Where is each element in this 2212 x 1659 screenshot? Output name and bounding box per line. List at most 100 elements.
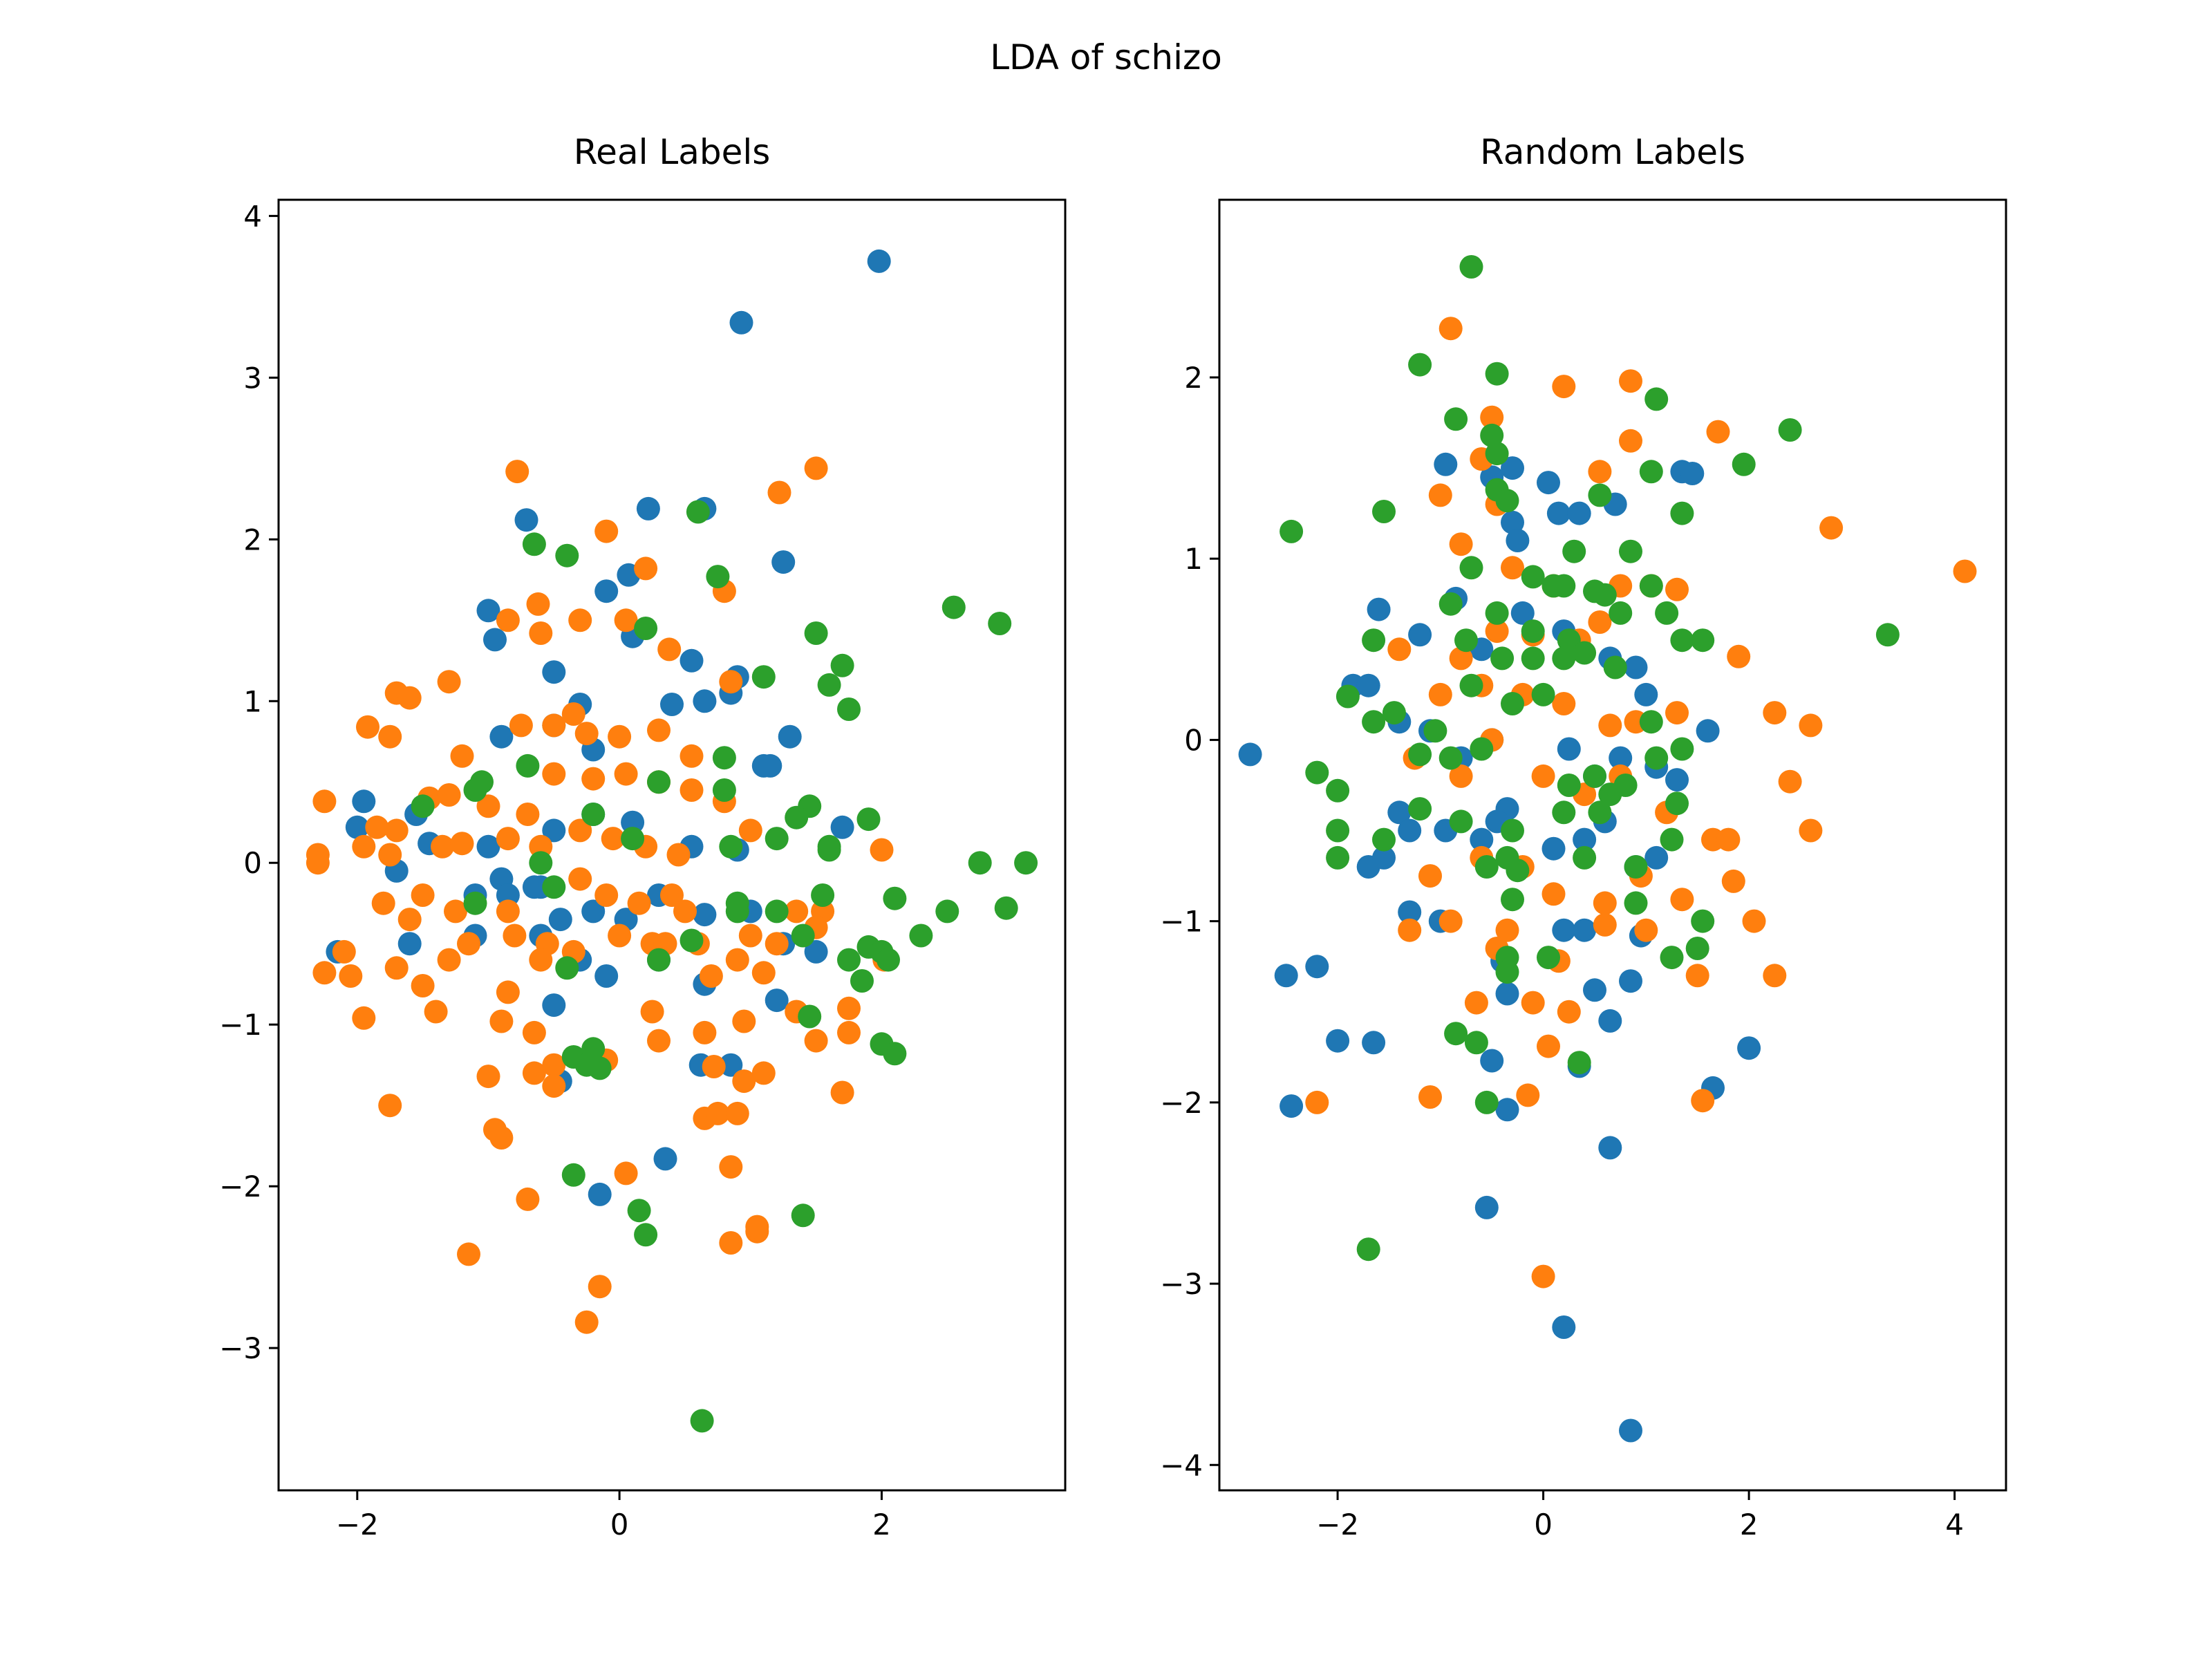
left-point-orange-54 <box>496 899 520 924</box>
right-point-orange-0 <box>1438 317 1463 341</box>
right-point-blue-8 <box>1501 456 1524 480</box>
right-y-tick-label-6: 2 <box>1184 361 1203 395</box>
right-plot-frame <box>1218 198 2007 1492</box>
left-point-blue-1 <box>729 310 753 335</box>
left-point-green-3 <box>706 565 730 589</box>
left-point-orange-104 <box>522 1061 546 1085</box>
left-y-tick-label-7: 4 <box>243 199 262 233</box>
left-point-orange-2 <box>767 480 791 505</box>
left-point-green-44 <box>837 948 861 972</box>
right-y-tick-label-2: −2 <box>1160 1086 1203 1120</box>
left-point-orange-24 <box>647 718 671 742</box>
left-point-green-29 <box>1014 851 1038 875</box>
left-point-orange-114 <box>516 1187 540 1211</box>
left-point-blue-33 <box>621 810 645 834</box>
left-point-blue-8 <box>483 628 507 652</box>
right-point-orange-51 <box>1716 827 1741 852</box>
left-point-orange-121 <box>870 838 894 862</box>
right-point-green-82 <box>1464 1031 1488 1055</box>
left-point-green-31 <box>542 875 566 899</box>
right-point-green-36 <box>1490 646 1515 671</box>
left-point-orange-34 <box>679 778 704 802</box>
right-point-blue-5 <box>1362 1031 1386 1055</box>
right-point-orange-65 <box>1557 1000 1581 1024</box>
right-point-green-18 <box>1459 556 1483 580</box>
right-point-blue-53 <box>1552 918 1576 942</box>
left-point-green-22 <box>581 803 606 826</box>
left-point-orange-59 <box>785 899 809 924</box>
right-point-green-37 <box>1521 646 1545 671</box>
left-point-green-41 <box>791 924 815 948</box>
left-point-green-5 <box>804 621 828 645</box>
left-point-orange-120 <box>574 1310 599 1334</box>
left-point-orange-20 <box>542 713 566 738</box>
left-plot-points <box>306 249 1038 1433</box>
right-point-blue-66 <box>1474 1195 1499 1219</box>
right-point-green-9 <box>1639 460 1663 484</box>
right-point-green-27 <box>1521 619 1545 644</box>
right-point-green-53 <box>1583 764 1606 788</box>
left-point-orange-8 <box>568 608 592 632</box>
right-plot-title: Random Labels <box>1480 132 1745 172</box>
left-plot-frame <box>277 198 1067 1492</box>
right-point-green-3 <box>1644 387 1669 411</box>
right-point-orange-11 <box>1953 559 1977 583</box>
left-point-orange-18 <box>450 744 474 768</box>
right-x-tick-label-2: 2 <box>1740 1508 1759 1541</box>
left-point-orange-80 <box>738 924 762 948</box>
right-point-green-66 <box>1372 827 1396 852</box>
right-point-green-67 <box>1474 855 1499 879</box>
right-point-orange-31 <box>1665 701 1689 725</box>
right-point-green-26 <box>1485 601 1509 625</box>
left-point-orange-39 <box>384 818 409 843</box>
left-point-blue-32 <box>542 818 566 843</box>
left-point-green-42 <box>909 924 933 948</box>
left-point-blue-43 <box>693 903 717 927</box>
right-point-orange-25 <box>1428 682 1452 706</box>
right-point-green-8 <box>1732 452 1756 476</box>
left-point-blue-28 <box>476 834 500 859</box>
left-point-orange-52 <box>411 883 435 907</box>
right-point-orange-42 <box>1799 818 1823 843</box>
left-point-orange-47 <box>568 818 592 843</box>
left-point-blue-12 <box>542 660 566 684</box>
left-point-orange-16 <box>378 724 402 749</box>
right-point-orange-19 <box>1449 646 1473 671</box>
left-point-blue-5 <box>771 550 796 574</box>
right-point-blue-14 <box>1680 462 1705 485</box>
right-point-green-78 <box>1660 946 1684 970</box>
right-point-orange-47 <box>1593 891 1617 915</box>
left-plot-x-ticks: −2 0 2 <box>336 1490 891 1541</box>
right-point-green-63 <box>1588 800 1612 825</box>
right-point-orange-49 <box>1670 888 1694 912</box>
left-plot-y-ticks: −3 −2 −1 0 1 2 3 4 <box>219 199 279 1365</box>
left-x-tick-label-0: −2 <box>336 1508 379 1541</box>
left-point-orange-23 <box>608 724 632 749</box>
right-point-green-52 <box>1557 774 1581 797</box>
left-point-green-32 <box>463 891 487 915</box>
right-point-orange-3 <box>1480 405 1504 429</box>
figure-suptitle: LDA of schizo <box>990 37 1222 77</box>
left-point-orange-99 <box>751 1061 776 1085</box>
left-point-green-13 <box>463 778 487 802</box>
left-point-orange-1 <box>505 460 529 484</box>
left-point-orange-32 <box>614 762 638 786</box>
left-point-blue-51 <box>594 964 619 988</box>
left-point-green-1 <box>522 532 546 556</box>
right-point-orange-52 <box>1721 869 1745 893</box>
left-point-blue-60 <box>588 1182 612 1206</box>
left-point-blue-38 <box>522 875 546 899</box>
right-point-blue-58 <box>1619 969 1642 993</box>
left-point-orange-74 <box>312 961 337 985</box>
left-plot: Real Labels −2 0 2 −3 −2 −1 0 1 2 3 4 <box>219 132 1067 1541</box>
right-point-orange-13 <box>1501 556 1524 580</box>
left-point-orange-25 <box>679 744 704 768</box>
left-y-tick-label-1: −2 <box>219 1170 262 1203</box>
left-point-blue-23 <box>758 753 782 778</box>
left-point-orange-61 <box>371 891 395 915</box>
left-point-green-17 <box>712 746 736 770</box>
right-point-orange-43 <box>1418 864 1442 888</box>
right-point-green-61 <box>1501 818 1524 843</box>
left-point-green-21 <box>411 794 435 818</box>
left-point-blue-18 <box>489 724 514 749</box>
